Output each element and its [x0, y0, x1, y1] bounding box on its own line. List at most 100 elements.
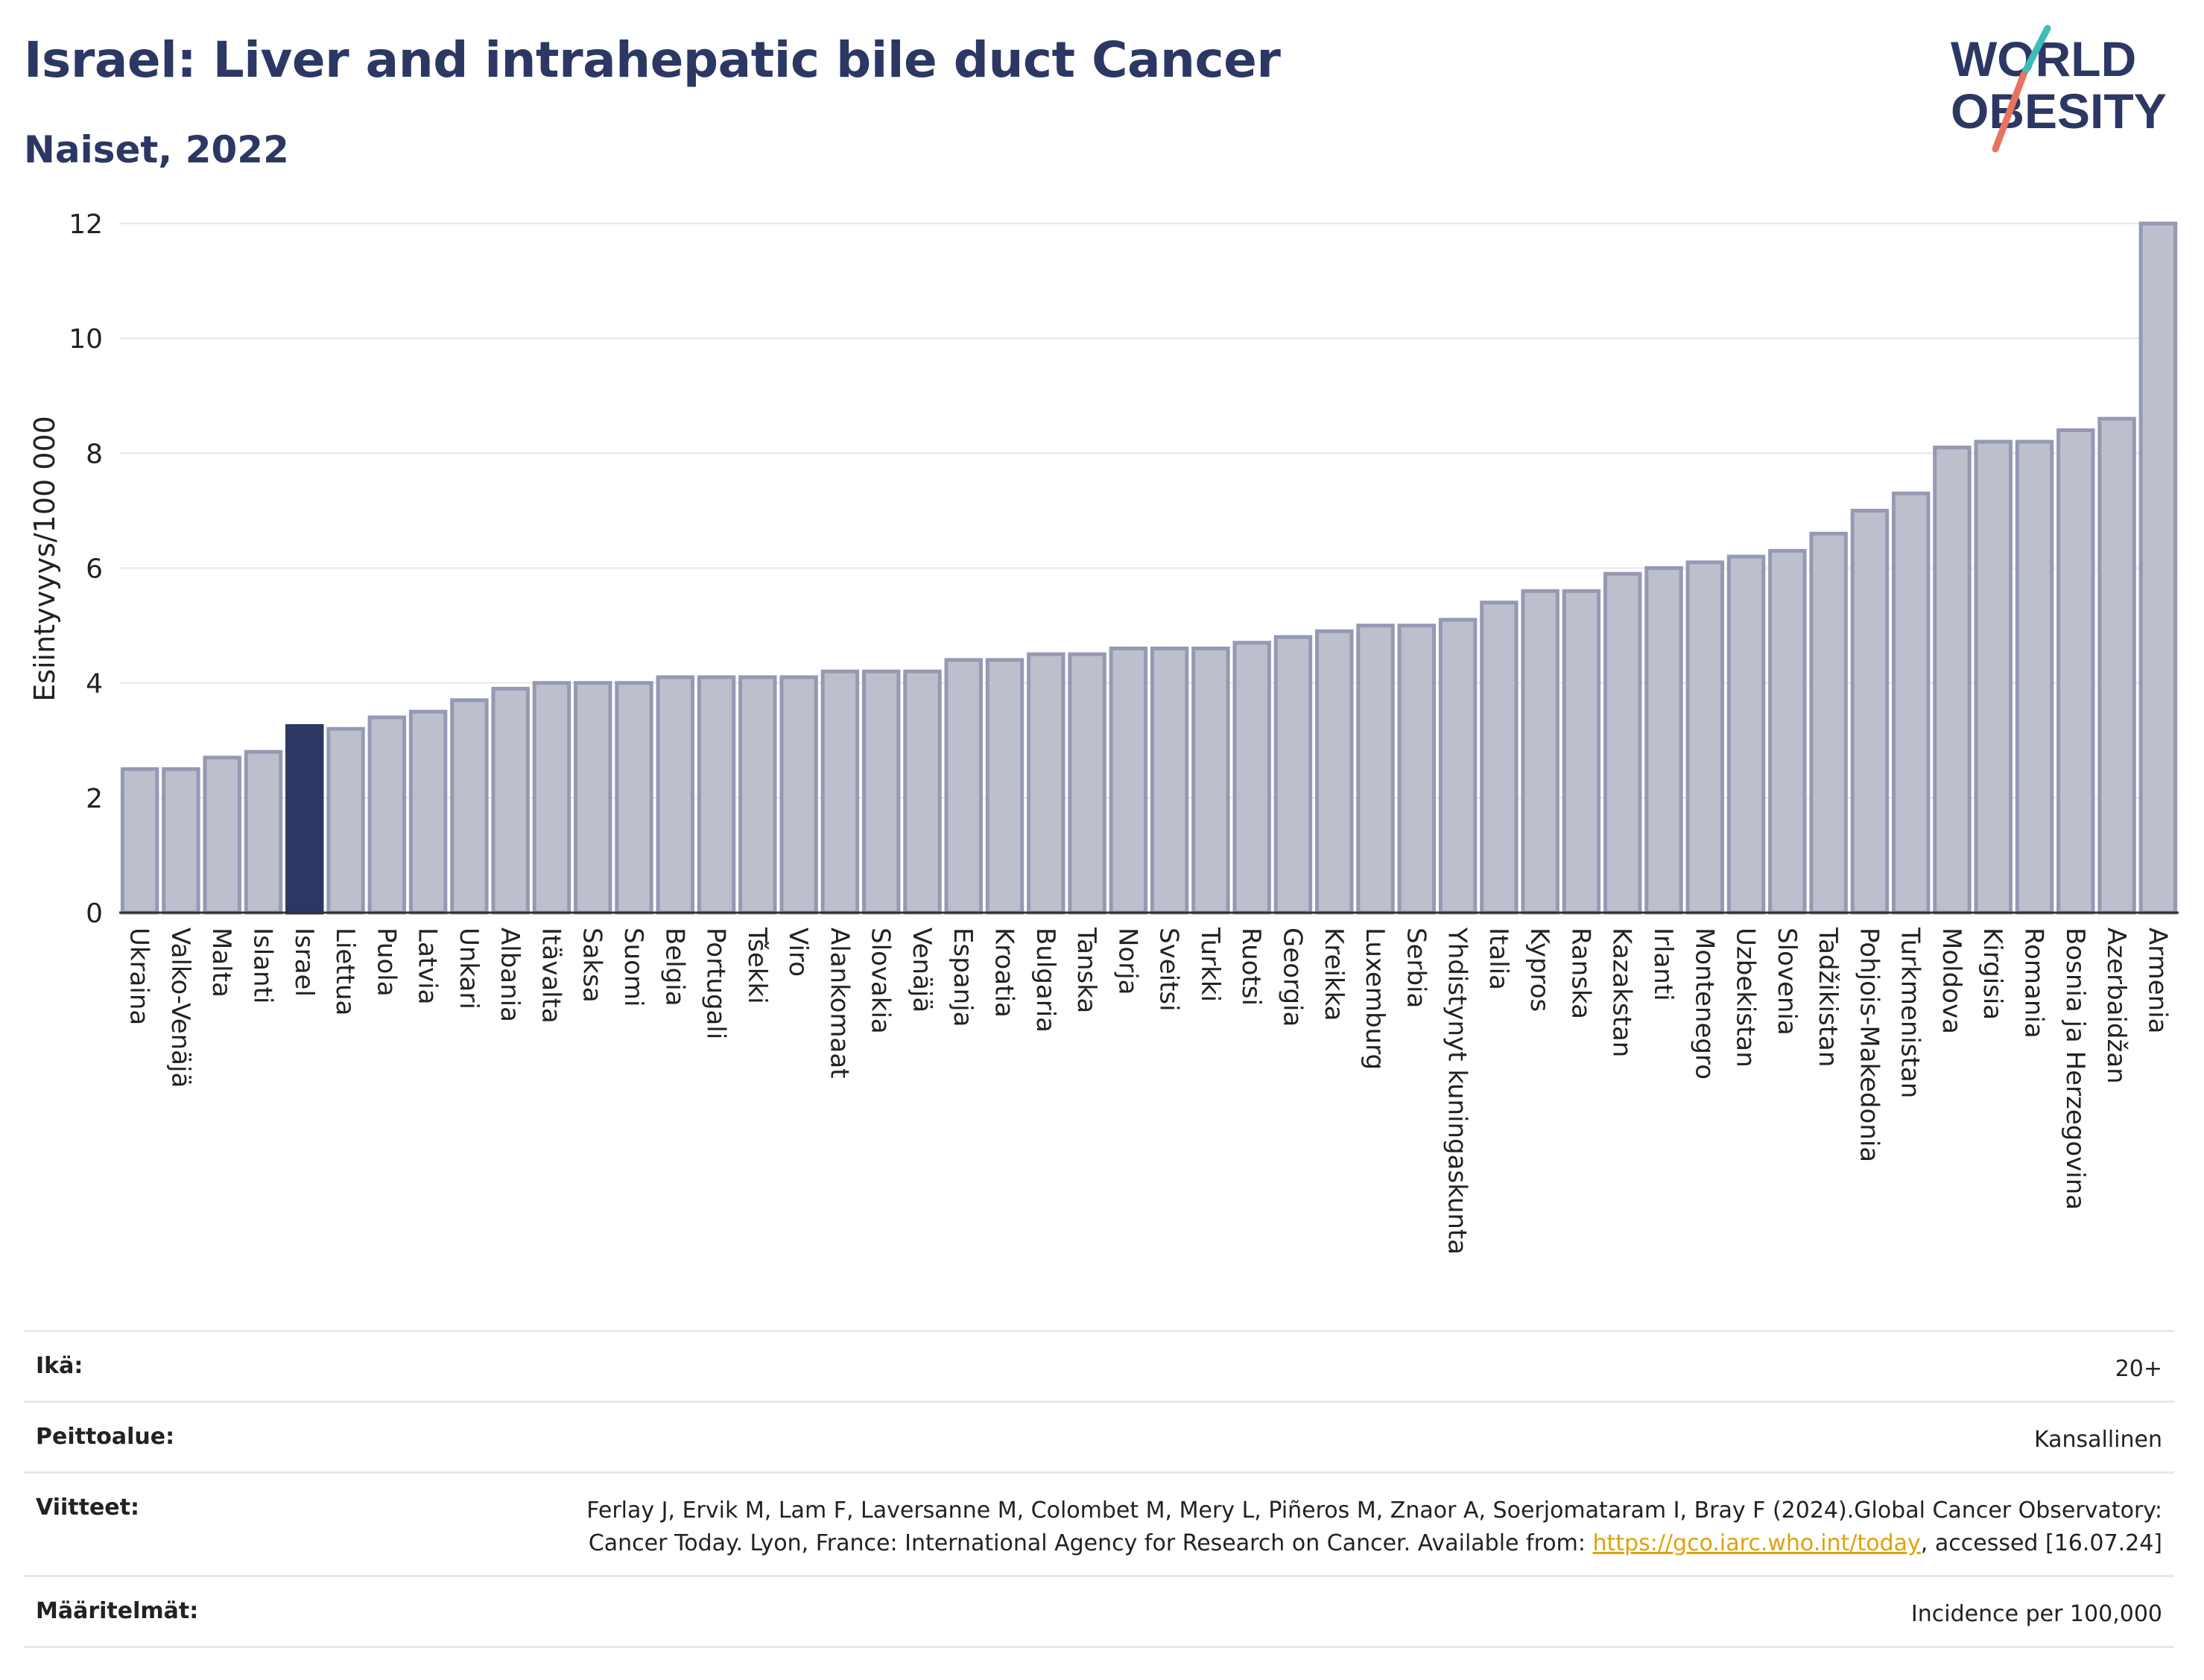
x-tick-label: Turkmenistan	[1896, 927, 1925, 1098]
info-row-references: Viitteet: Ferlay J, Ervik M, Lam F, Lave…	[24, 1471, 2174, 1575]
bar	[244, 749, 283, 915]
x-tick-label: Venäjä	[907, 928, 937, 1012]
bar	[1356, 624, 1395, 915]
bar	[1644, 566, 1683, 915]
x-tick-label: Armenia	[2142, 928, 2172, 1034]
bar	[985, 658, 1025, 915]
x-tick-label: Ukraina	[124, 928, 154, 1025]
bar	[450, 698, 489, 915]
y-tick-label: 12	[69, 209, 103, 240]
bar	[903, 669, 942, 915]
x-tick-label: Moldova	[1937, 928, 1966, 1034]
bar	[1850, 508, 1890, 915]
bar	[1521, 589, 1559, 915]
world-obesity-logo: WORLD OBESITY	[1951, 25, 2167, 153]
info-label-coverage: Peittoalue:	[36, 1424, 175, 1450]
x-tick-label: Liettua	[330, 928, 360, 1015]
info-table: Ikä: 20+ Peittoalue: Kansallinen Viittee…	[24, 1330, 2174, 1648]
x-tick-label: Azerbaidžan	[2101, 928, 2131, 1084]
x-tick-label: Israel	[289, 928, 319, 997]
bar	[1603, 571, 1642, 915]
x-tick-label: Itävalta	[536, 928, 566, 1024]
logo-slash-teal	[2021, 25, 2051, 75]
logo-slash-coral	[1992, 71, 2027, 153]
bar	[2097, 416, 2136, 915]
bar	[1273, 635, 1313, 915]
x-tick-label: Unkari	[454, 928, 484, 1009]
x-tick-label: Uzbekistan	[1731, 928, 1761, 1068]
bar	[1480, 600, 1519, 915]
x-tick-label: Malta	[206, 928, 236, 998]
bar	[574, 681, 612, 915]
x-tick-label: Serbia	[1401, 928, 1431, 1008]
x-tick-label: Valko-Venäjä	[165, 928, 195, 1088]
reference-accessed: , accessed [16.07.24]	[1920, 1530, 2162, 1556]
bar	[1768, 548, 1807, 915]
logo-line2: OBESITY	[1951, 83, 2167, 139]
info-value-definitions: Incidence per 100,000	[1910, 1601, 2162, 1627]
x-tick-label: Turkki	[1195, 927, 1225, 1002]
bar	[1685, 560, 1724, 915]
bar	[1438, 618, 1478, 915]
y-tick-label: 2	[86, 784, 103, 814]
bar	[408, 709, 448, 915]
x-tick-label: Yhdistynyt kuningaskunta	[1443, 927, 1472, 1255]
bar	[1232, 641, 1271, 915]
x-tick-label: Espanja	[948, 928, 978, 1027]
x-tick-label: Irlanti	[1648, 928, 1678, 1001]
x-tick-label: Sveitsi	[1154, 928, 1184, 1012]
bar	[1150, 646, 1189, 915]
bar	[162, 767, 200, 915]
bar	[779, 675, 818, 915]
x-tick-label: Islanti	[247, 928, 277, 1004]
info-value-age: 20+	[2115, 1356, 2162, 1382]
bar	[861, 669, 901, 915]
y-tick-label: 8	[86, 439, 103, 469]
bar	[1891, 491, 1931, 915]
x-tick-label: Norja	[1112, 928, 1142, 995]
bar	[491, 686, 530, 915]
bar	[738, 675, 777, 915]
bar	[1109, 646, 1148, 915]
info-value-coverage: Kansallinen	[2033, 1427, 2162, 1453]
x-tick-label: Bosnia ja Herzegovina	[2060, 928, 2090, 1210]
bar-highlight	[285, 723, 324, 915]
bar	[615, 681, 653, 915]
reference-link[interactable]: https://gco.iarc.who.int/today	[1592, 1530, 1921, 1556]
info-row-definitions: Määritelmät: Incidence per 100,000	[24, 1575, 2174, 1648]
x-tick-label: Slovakia	[866, 928, 896, 1034]
x-tick-label: Georgia	[1277, 928, 1307, 1027]
x-tick-label: Luxemburg	[1360, 928, 1390, 1070]
chart-title: Israel: Liver and intrahepatic bile duct…	[24, 31, 1281, 89]
bar	[2015, 440, 2054, 915]
x-tick-label: Bulgaria	[1030, 928, 1060, 1033]
info-label-references: Viitteet:	[36, 1494, 139, 1521]
bar	[820, 669, 860, 915]
x-tick-label: Saksa	[577, 928, 607, 1003]
info-label-age: Ikä:	[36, 1353, 83, 1379]
x-tick-label: Portugali	[701, 928, 731, 1039]
x-tick-label: Kreikka	[1319, 928, 1349, 1021]
bar	[203, 755, 241, 915]
bar	[1562, 589, 1601, 915]
bar	[1974, 440, 2013, 915]
bar	[1809, 531, 1848, 915]
x-tick-label: Ranska	[1565, 928, 1595, 1019]
x-tick-label: Tadžikistan	[1813, 927, 1843, 1067]
x-tick-label: Montenegro	[1689, 928, 1719, 1080]
bar	[367, 715, 407, 915]
x-tick-label: Pohjois-Makedonia	[1854, 928, 1884, 1162]
x-tick-label: Puola	[371, 928, 401, 997]
info-value-references: Ferlay J, Ervik M, Lam F, Laversanne M, …	[523, 1494, 2162, 1560]
x-tick-label: Belgia	[659, 928, 689, 1007]
bar	[1397, 624, 1437, 915]
reference-text: Ferlay J, Ervik M, Lam F, Laversanne M, …	[586, 1497, 2162, 1556]
bar	[697, 675, 736, 915]
y-tick-label: 4	[86, 669, 103, 700]
x-tick-label: Latvia	[413, 928, 443, 1005]
bar	[944, 658, 983, 915]
y-tick-label: 10	[69, 324, 103, 355]
bar	[656, 675, 694, 915]
x-tick-label: Slovenia	[1772, 928, 1802, 1036]
x-tick-label: Kroatia	[989, 928, 1019, 1018]
